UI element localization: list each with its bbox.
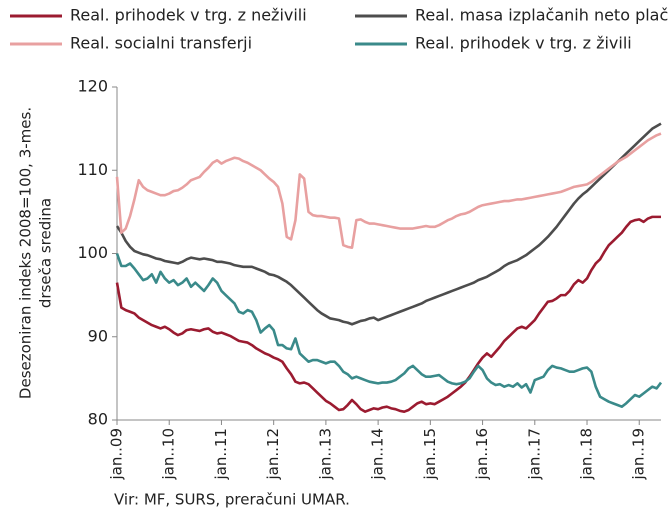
series-line [115,132,662,249]
legend-label: Real. masa izplačanih neto plač [415,6,668,25]
source-note: Vir: MF, SURS, preračuni UMAR. [114,491,350,509]
x-tick-label: jan..10 [160,428,178,481]
legend-label: Real. prihodek v trg. z živili [415,34,632,53]
y-tick-label: 100 [77,243,108,262]
x-tick-label: jan..11 [212,428,230,481]
x-tick-label: jan..18 [578,428,596,481]
series-line [115,122,662,326]
y-axis-label: drseča sredina [37,198,55,308]
y-tick-label: 80 [88,410,108,429]
x-tick-label: jan..17 [525,428,543,481]
legend-label: Real. prihodek v trg. z neživili [70,6,307,25]
x-tick-label: jan..12 [264,428,282,481]
x-tick-label: jan..19 [630,428,648,481]
legend-label: Real. socialni transferji [70,34,252,53]
x-tick-label: jan..09 [108,428,126,481]
y-axis-label: Desezoniran indeks 2008=100, 3-mes. [17,107,35,399]
x-tick-label: jan..16 [473,428,491,481]
x-tick-label: jan..14 [369,428,387,481]
y-tick-label: 110 [77,160,108,179]
series-line [115,215,661,413]
x-tick-label: jan..13 [316,428,334,481]
y-tick-label: 120 [77,77,108,96]
x-tick-label: jan..15 [421,428,439,481]
y-tick-label: 90 [88,326,108,345]
series-line [115,253,663,408]
